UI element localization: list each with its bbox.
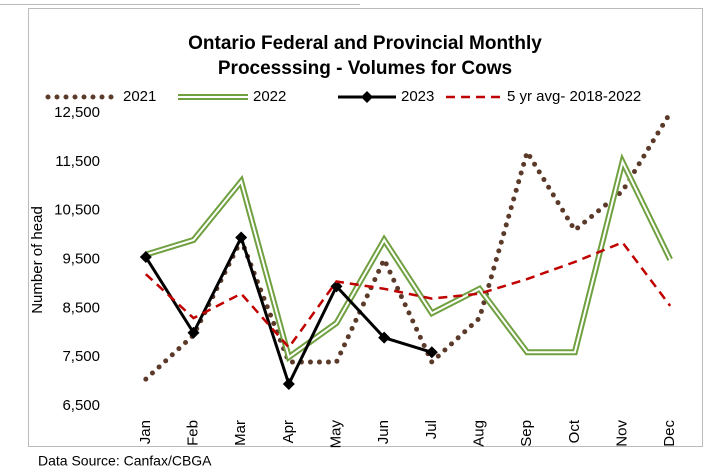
y-tick-label: 9,500 (62, 250, 100, 267)
legend-marker (361, 91, 373, 103)
x-tick-label: Dec (661, 420, 678, 447)
y-tick-label: 12,500 (54, 104, 100, 121)
y-tick-label: 11,500 (55, 153, 100, 170)
y-tick-label: 8,500 (62, 299, 100, 316)
series-line-inner (145, 158, 672, 359)
series-line (144, 153, 673, 363)
x-tick-label: Aug (470, 420, 487, 447)
legend-label: 2022 (253, 88, 286, 105)
chart-title: Processsing - Volumes for Cows (218, 58, 512, 79)
chart-border (28, 8, 703, 447)
series-line (143, 110, 673, 382)
y-tick-label: 6,500 (62, 397, 100, 414)
x-tick-label: Feb (184, 420, 201, 446)
legend-label: 2021 (123, 88, 156, 105)
x-tick-label: Mar (232, 420, 249, 446)
x-tick-label: Jun (375, 420, 392, 444)
legend-label: 2023 (401, 88, 434, 105)
x-tick-label: Oct (566, 419, 583, 443)
x-tick-label: Sep (518, 420, 535, 447)
x-tick-label: May (327, 420, 344, 449)
point-marker (282, 378, 295, 391)
point-marker (378, 331, 391, 344)
source-note: Data Source: Canfax/CBGA (38, 453, 212, 469)
x-tick-label: Nov (613, 420, 630, 447)
point-marker (187, 326, 200, 339)
x-tick-label: Jan (137, 420, 154, 444)
series-line (144, 233, 433, 389)
y-axis-label: Number of head (29, 206, 46, 314)
x-tick-label: Apr (280, 420, 297, 443)
y-tick-label: 7,500 (62, 348, 100, 365)
x-tick-label: Jul (423, 420, 440, 439)
point-marker (330, 280, 343, 293)
point-marker (139, 251, 152, 264)
point-marker (425, 346, 438, 359)
point-marker (235, 231, 248, 244)
y-tick-label: 10,500 (54, 202, 100, 219)
legend-label: 5 yr avg- 2018-2022 (507, 88, 641, 105)
chart-title: Ontario Federal and Provincial Monthly (188, 33, 542, 54)
series-line (144, 240, 672, 350)
